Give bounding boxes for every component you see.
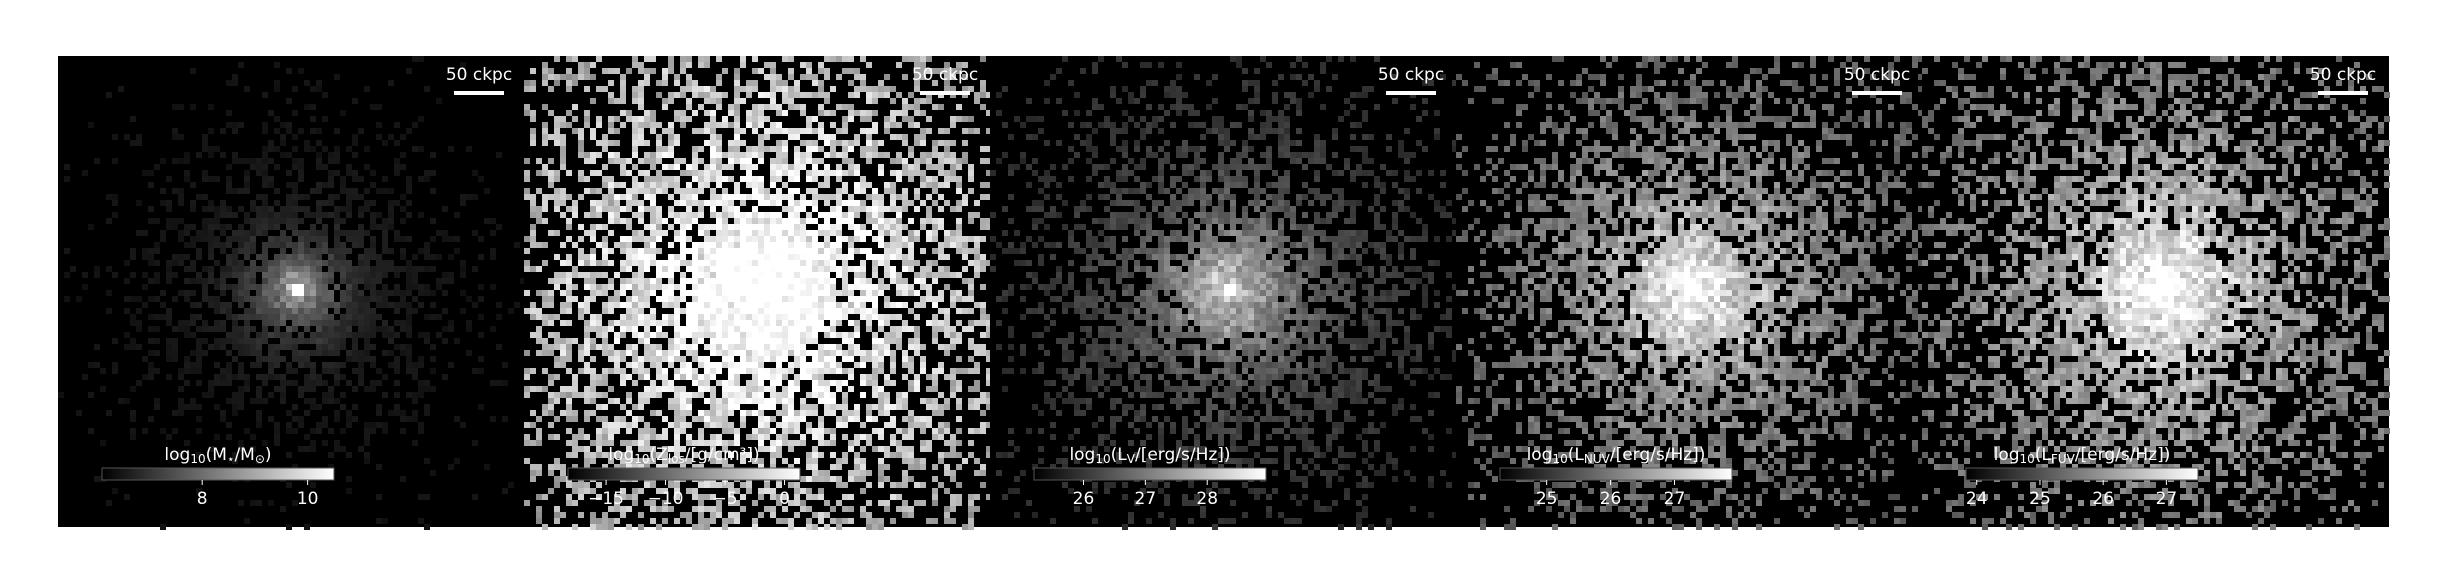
label-part: 10 [1552,452,1567,466]
colorbar-tick-label: 0 [779,489,790,509]
label-part: ⊙ [255,452,265,466]
label-part: los [668,452,685,466]
label-part: /M [234,445,254,465]
pixel-map [990,56,1458,530]
scale-bar [1852,91,1902,95]
colorbar-tick-label: −5 [713,489,738,509]
colorbar-tick-label: 26 [2092,489,2114,509]
label-part: 10 [1095,452,1110,466]
pixel-map [1922,56,2390,530]
pixel-map [524,56,992,530]
label-part: ) [265,445,272,465]
panel: 50 ckpc log10(Zlos/[g/cm³]) −15 −10 −5 0 [524,56,992,530]
colorbar-tick-label: 28 [1196,489,1218,509]
label-part: 10 [2020,452,2035,466]
label-part: FUV [2051,452,2076,466]
scale-label: 50 ckpc [1378,65,1444,85]
colorbar [101,467,335,481]
colorbar-label: log10(M⋆/M⊙) [164,445,271,466]
label-part: log [164,445,190,465]
colorbar [1499,467,1733,481]
label-part: 10 [190,452,205,466]
pixel-map [58,56,526,530]
colorbar-tick-label: 24 [1966,489,1988,509]
scale-bar [454,91,504,95]
label-part: (M [206,445,227,465]
label-part: log [1994,445,2020,465]
colorbar-label: log10(LNUV/[erg/s/Hz]) [1527,445,1706,466]
scale-label: 50 ckpc [1844,65,1910,85]
panel: 50 ckpc log10(LV/[erg/s/Hz]) 26 27 28 [990,56,1458,530]
scale-bar [2318,91,2368,95]
colorbar-label: log10(LV/[erg/s/Hz]) [1069,445,1230,466]
label-part: NUV [1584,452,1611,466]
colorbar [1965,467,2199,481]
scale-label: 50 ckpc [912,65,978,85]
label-part: ⋆ [227,452,235,466]
label-part: log [1069,445,1095,465]
colorbar-tick-label: 26 [1073,489,1095,509]
colorbar-tick-label: 27 [1135,489,1157,509]
label-part: (L [1568,445,1585,465]
panel: 50 ckpc log10(LNUV/[erg/s/Hz]) 25 26 27 [1456,56,1924,530]
label-part: /[erg/s/Hz]) [2075,445,2171,465]
panel: 50 ckpc log10(LFUV/[erg/s/Hz]) 24 25 26 27 [1922,56,2390,530]
colorbar-tick-label: 8 [197,489,208,509]
colorbar-tick-label: −15 [588,489,624,509]
label-part: log [1527,445,1553,465]
label-part: V [1127,452,1136,466]
colorbar-label: log10(Zlos/[g/cm³]) [608,445,759,466]
colorbar [1033,467,1267,481]
colorbar-label: log10(LFUV/[erg/s/Hz]) [1994,445,2171,466]
label-part: (L [1111,445,1128,465]
label-part: log [608,445,634,465]
colorbar-tick-label: 25 [2029,489,2051,509]
label-part: /[g/cm³]) [685,445,760,465]
colorbar-tick-label: 26 [1600,489,1622,509]
scale-bar [1386,91,1436,95]
scale-label: 50 ckpc [446,65,512,85]
colorbar-tick-label: −10 [648,489,684,509]
label-part: /[erg/s/Hz]) [1610,445,1706,465]
scale-bar [920,91,970,95]
scale-label: 50 ckpc [2310,65,2376,85]
label-part: (L [2035,445,2052,465]
label-part: /[erg/s/Hz]) [1135,445,1231,465]
colorbar-tick-label: 10 [297,489,319,509]
colorbar-tick-label: 25 [1536,489,1558,509]
colorbar-tick-label: 27 [2156,489,2178,509]
colorbar-tick-label: 27 [1664,489,1686,509]
label-part: (Z [650,445,668,465]
colorbar [567,467,801,481]
label-part: 10 [634,452,649,466]
pixel-map [1456,56,1924,530]
